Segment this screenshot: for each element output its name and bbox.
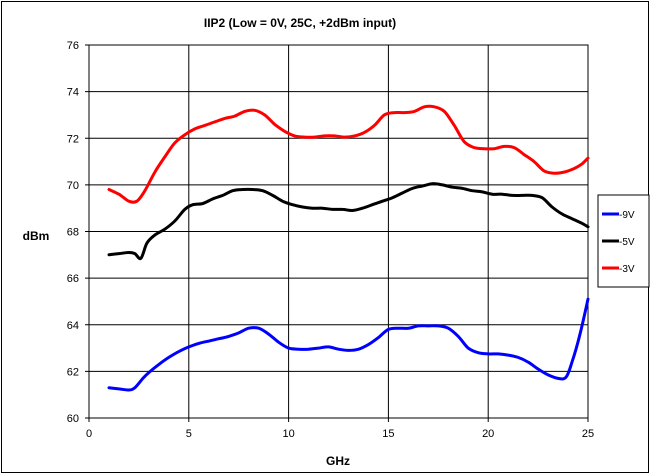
series-line--3V: [107, 104, 590, 204]
y-tick-label: 60: [67, 413, 79, 425]
y-tick-label: 64: [67, 320, 79, 332]
legend: -9V -5V -3V: [597, 194, 650, 288]
series-line--5V: [107, 182, 590, 261]
y-axis-label: dBm: [23, 229, 50, 243]
x-tick-label: 5: [186, 428, 192, 440]
legend-item: -5V: [602, 237, 635, 248]
legend-label: -9V: [619, 210, 635, 221]
x-tick-label: 0: [86, 428, 92, 440]
tick-labels: 60 62 64 66 68 70 72 74 76 0 5 10 15 20 25: [67, 40, 594, 440]
x-axis-label: GHz: [326, 454, 350, 468]
legend-label: -3V: [619, 264, 635, 275]
y-tick-label: 76: [67, 40, 79, 52]
y-tick-label: 72: [67, 133, 79, 145]
series-line--9V: [107, 297, 590, 392]
series-layer: [107, 104, 590, 392]
x-tick-label: 10: [282, 428, 294, 440]
y-tick-label: 62: [67, 366, 79, 378]
y-tick-label: 70: [67, 180, 79, 192]
y-tick-label: 66: [67, 273, 79, 285]
plot-area-border: [88, 44, 589, 419]
y-tick-label: 68: [67, 227, 79, 239]
grid: [85, 44, 589, 422]
y-tick-label: 74: [67, 87, 79, 99]
legend-label: -5V: [619, 237, 635, 248]
x-tick-label: 15: [382, 428, 394, 440]
legend-item: -9V: [602, 210, 635, 221]
chart-title: IIP2 (Low = 0V, 25C, +2dBm input): [204, 16, 396, 30]
legend-item: -3V: [602, 264, 635, 275]
x-tick-label: 25: [582, 428, 594, 440]
x-tick-label: 20: [482, 428, 494, 440]
